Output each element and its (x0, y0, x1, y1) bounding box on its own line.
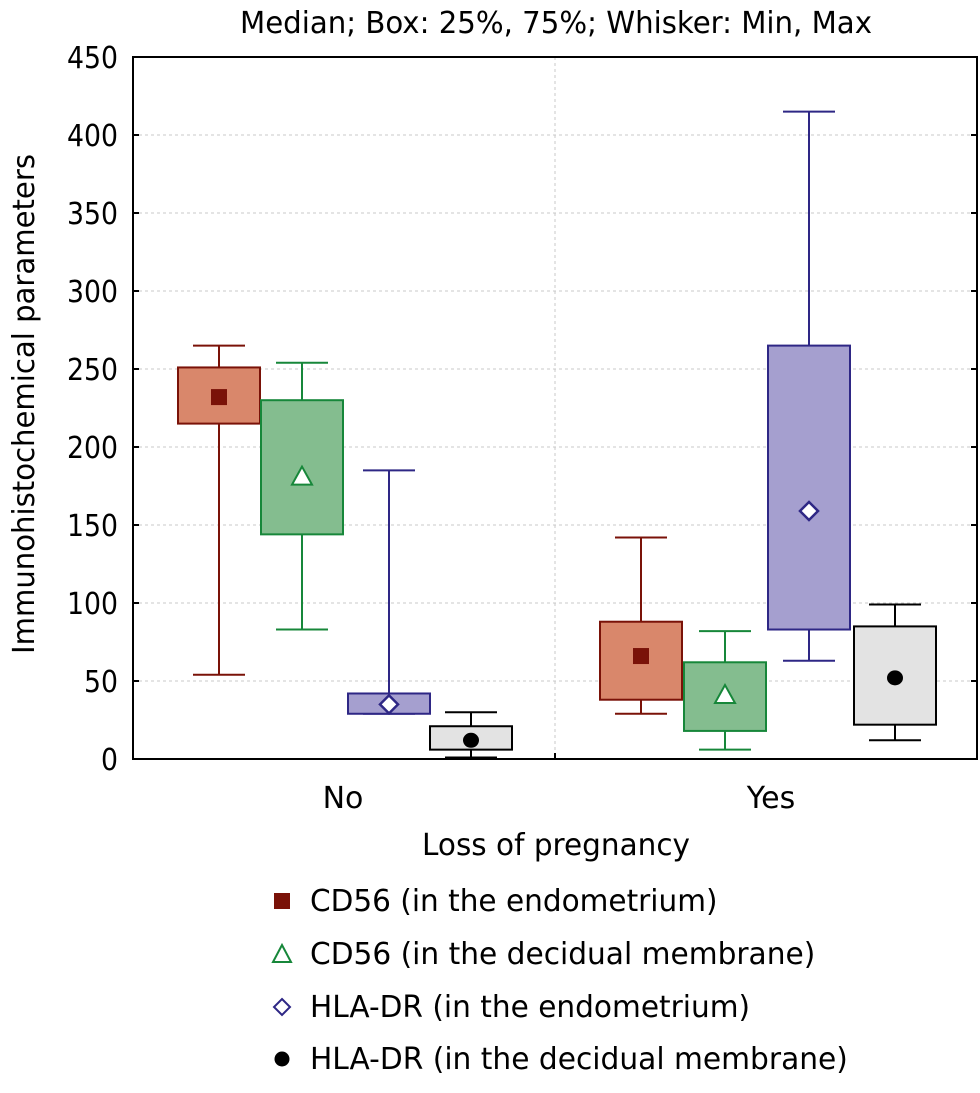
legend-square-icon (274, 893, 290, 909)
x-axis-label: Loss of pregnancy (422, 828, 690, 863)
median-marker (378, 693, 400, 716)
median-marker (713, 682, 737, 705)
y-tick-label: 400 (67, 119, 118, 154)
legend-label: HLA-DR (in the endometrium) (310, 990, 750, 1025)
y-tick-label: 350 (67, 197, 118, 232)
x-tick-label: Yes (746, 781, 795, 816)
box-diamond-yes (767, 110, 851, 662)
box-square-no (177, 344, 261, 676)
box-diamond-no (347, 469, 431, 716)
box-circle-no (429, 711, 513, 759)
box-triangle-no (260, 361, 344, 631)
legend-diamond-icon (272, 997, 292, 1017)
box-circle-yes (853, 603, 937, 742)
median-marker (463, 732, 479, 748)
y-tick-label: 100 (67, 587, 118, 622)
median-marker (290, 464, 314, 486)
median-marker (887, 670, 903, 686)
legend-label: CD56 (in the decidual membrane) (310, 937, 815, 972)
legend-item: HLA-DR (in the decidual membrane) (274, 1042, 848, 1077)
median-marker (798, 500, 820, 522)
y-tick-label: 250 (67, 353, 118, 388)
legend-triangle-icon (271, 942, 293, 963)
y-tick-label: 300 (67, 275, 118, 310)
y-axis-label: Immunohistochemical parameters (7, 154, 42, 654)
y-tick-label: 50 (84, 665, 118, 700)
legend-label: CD56 (in the endometrium) (310, 884, 718, 919)
x-tick-label: No (323, 781, 364, 816)
y-tick-label: 150 (67, 509, 118, 544)
chart-title: Median; Box: 25%, 75%; Whisker: Min, Max (240, 6, 872, 41)
x-axis: No Yes (323, 753, 795, 816)
y-tick-label: 0 (101, 743, 118, 778)
box-square-yes (599, 536, 683, 715)
legend: CD56 (in the endometrium) CD56 (in the de… (271, 884, 848, 1077)
box-triangle-yes (683, 630, 767, 751)
boxes-layer (177, 110, 937, 759)
legend-label: HLA-DR (in the decidual membrane) (310, 1042, 848, 1077)
box-iqr (767, 344, 851, 631)
y-tick-label: 450 (67, 41, 118, 76)
y-axis: 0 50 100 150 200 250 300 350 400 450 (67, 41, 977, 778)
legend-item: CD56 (in the decidual membrane) (271, 937, 815, 972)
legend-circle-icon (274, 1051, 290, 1067)
median-marker (633, 648, 649, 665)
y-tick-label: 200 (67, 431, 118, 466)
legend-item: CD56 (in the endometrium) (274, 884, 718, 919)
legend-item: HLA-DR (in the endometrium) (272, 990, 750, 1025)
median-marker (211, 389, 227, 406)
